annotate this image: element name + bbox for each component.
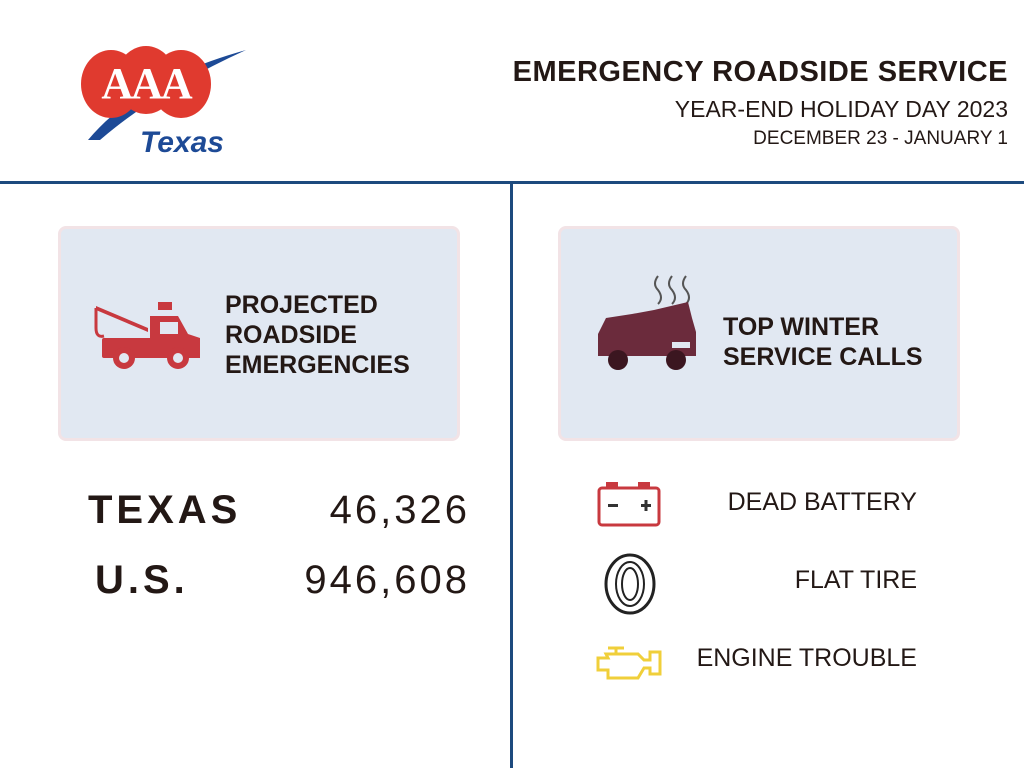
header-dates: DECEMBER 23 - JANUARY 1 [753, 128, 1008, 149]
service-call: FLAT TIRE [794, 566, 917, 594]
logo-oval [151, 50, 211, 118]
engine-icon [596, 646, 662, 680]
divider [0, 181, 1024, 184]
emergency-count: 946,608 [304, 558, 470, 602]
region-label: TEXAS [88, 488, 242, 532]
header-subtitle: YEAR-END HOLIDAY DAY 2023 [674, 96, 1008, 122]
battery-icon [597, 482, 661, 527]
emergency-count: 46,326 [329, 488, 470, 532]
logo-mark: AAA [101, 59, 193, 108]
service-call: DEAD BATTERY [727, 488, 917, 516]
card-title: TOP WINTER SERVICE CALLS [723, 312, 923, 372]
aaa-logo: AAA Texas [81, 46, 246, 159]
service-call: ENGINE TROUBLE [696, 644, 917, 672]
logo-swoosh [88, 50, 246, 140]
card-title: PROJECTED ROADSIDE EMERGENCIES [225, 290, 410, 380]
card-title-line: ROADSIDE [225, 321, 357, 349]
card [58, 226, 460, 441]
card-title-line: SERVICE CALLS [723, 343, 923, 371]
card-title-line: PROJECTED [225, 291, 378, 319]
tow-truck-icon [94, 302, 200, 369]
logo-region: Texas [140, 126, 224, 159]
divider [510, 183, 513, 768]
card-title-line: TOP WINTER [723, 313, 880, 341]
tire-icon [604, 553, 656, 615]
header-title: EMERGENCY ROADSIDE SERVICE [512, 56, 1008, 88]
region-label: U.S. [95, 558, 189, 602]
card-title-line: EMERGENCIES [225, 351, 410, 379]
broken-car-icon [598, 275, 696, 370]
